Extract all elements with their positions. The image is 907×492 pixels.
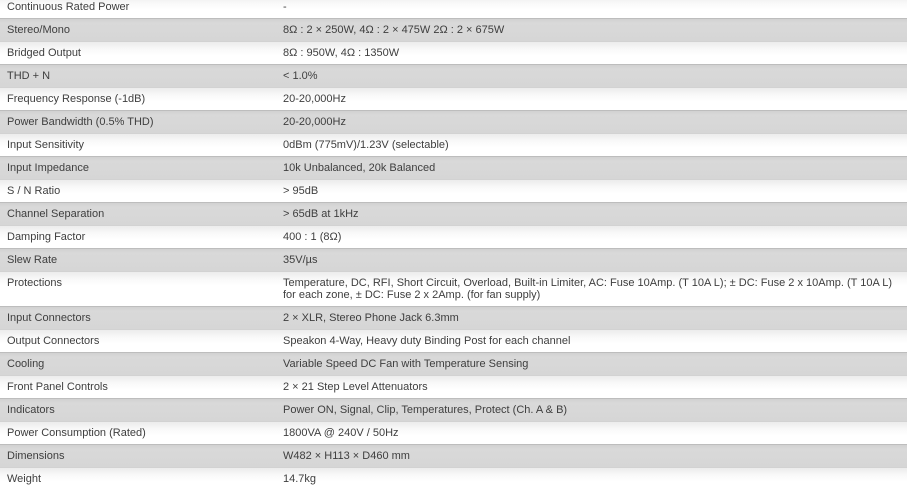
spec-row: Cooling Variable Speed DC Fan with Tempe…	[0, 352, 907, 375]
spec-row: Weight 14.7kg	[0, 467, 907, 490]
spec-value: 2 × XLR, Stereo Phone Jack 6.3mm	[283, 312, 459, 324]
spec-value: 10k Unbalanced, 20k Balanced	[283, 162, 436, 174]
spec-value: > 95dB	[283, 185, 319, 197]
spec-value: 14.7kg	[283, 473, 317, 485]
spec-row: Input Sensitivity 0dBm (775mV)/1.23V (se…	[0, 133, 907, 156]
spec-value: 1800VA @ 240V / 50Hz	[283, 427, 399, 439]
spec-row: Input Connectors 2 × XLR, Stereo Phone J…	[0, 306, 907, 329]
spec-value: -	[283, 1, 287, 13]
spec-label: Input Impedance	[7, 162, 89, 174]
spec-value: 8Ω : 950W, 4Ω : 1350W	[283, 47, 400, 59]
spec-value: 20-20,000Hz	[283, 93, 346, 105]
spec-value: 35V/µs	[283, 254, 318, 266]
spec-label: Output Connectors	[7, 335, 100, 347]
spec-row: S / N Ratio > 95dB	[0, 179, 907, 202]
spec-label: Dimensions	[7, 450, 65, 462]
spec-value: 2 × 21 Step Level Attenuators	[283, 381, 428, 393]
spec-label: Damping Factor	[7, 231, 86, 243]
spec-row: Dimensions W482 × H113 × D460 mm	[0, 444, 907, 467]
spec-row: Power Bandwidth (0.5% THD) 20-20,000Hz	[0, 110, 907, 133]
spec-label: THD + N	[7, 70, 51, 82]
spec-value: Variable Speed DC Fan with Temperature S…	[283, 358, 529, 370]
spec-row: Indicators Power ON, Signal, Clip, Tempe…	[0, 398, 907, 421]
spec-label: Input Sensitivity	[7, 139, 85, 151]
spec-row: Front Panel Controls 2 × 21 Step Level A…	[0, 375, 907, 398]
spec-label: Channel Separation	[7, 208, 105, 220]
spec-label: Power Bandwidth (0.5% THD)	[7, 116, 154, 128]
spec-value: 20-20,000Hz	[283, 116, 346, 128]
spec-row: Input Impedance 10k Unbalanced, 20k Bala…	[0, 156, 907, 179]
spec-label: Weight	[7, 473, 42, 485]
spec-value: 0dBm (775mV)/1.23V (selectable)	[283, 139, 449, 151]
spec-label: Input Connectors	[7, 312, 91, 324]
spec-row: Output Connectors Speakon 4-Way, Heavy d…	[0, 329, 907, 352]
spec-label: Protections	[7, 277, 63, 289]
spec-row: Stereo/Mono 8Ω : 2 × 250W, 4Ω : 2 × 475W…	[0, 18, 907, 41]
spec-value: Power ON, Signal, Clip, Temperatures, Pr…	[283, 404, 568, 416]
spec-row: Protections Temperature, DC, RFI, Short …	[0, 271, 907, 306]
spec-label: Front Panel Controls	[7, 381, 108, 393]
spec-label: Power Consumption (Rated)	[7, 427, 146, 439]
spec-label: Indicators	[7, 404, 55, 416]
spec-label: Slew Rate	[7, 254, 58, 266]
spec-value: < 1.0%	[283, 70, 318, 82]
spec-label: Continuous Rated Power	[7, 1, 130, 13]
spec-value: Speakon 4-Way, Heavy duty Binding Post f…	[283, 335, 571, 347]
spec-row: Damping Factor 400 : 1 (8Ω)	[0, 225, 907, 248]
spec-label: Cooling	[7, 358, 45, 370]
spec-row: Bridged Output 8Ω : 950W, 4Ω : 1350W	[0, 41, 907, 64]
spec-label: S / N Ratio	[7, 185, 61, 197]
spec-row: Frequency Response (-1dB) 20-20,000Hz	[0, 87, 907, 110]
spec-row: Channel Separation > 65dB at 1kHz	[0, 202, 907, 225]
spec-row: THD + N < 1.0%	[0, 64, 907, 87]
spec-row: Power Consumption (Rated) 1800VA @ 240V …	[0, 421, 907, 444]
spec-value: > 65dB at 1kHz	[283, 208, 359, 220]
spec-row: Slew Rate 35V/µs	[0, 248, 907, 271]
spec-label: Stereo/Mono	[7, 24, 70, 36]
spec-value: 400 : 1 (8Ω)	[283, 231, 342, 243]
spec-value: Temperature, DC, RFI, Short Circuit, Ove…	[283, 277, 893, 301]
spec-label: Frequency Response (-1dB)	[7, 93, 146, 105]
spec-value: 8Ω : 2 × 250W, 4Ω : 2 × 475W 2Ω : 2 × 67…	[283, 24, 505, 36]
spec-value: W482 × H113 × D460 mm	[283, 450, 410, 462]
spec-row: Continuous Rated Power -	[0, 0, 907, 18]
spec-label: Bridged Output	[7, 47, 81, 59]
